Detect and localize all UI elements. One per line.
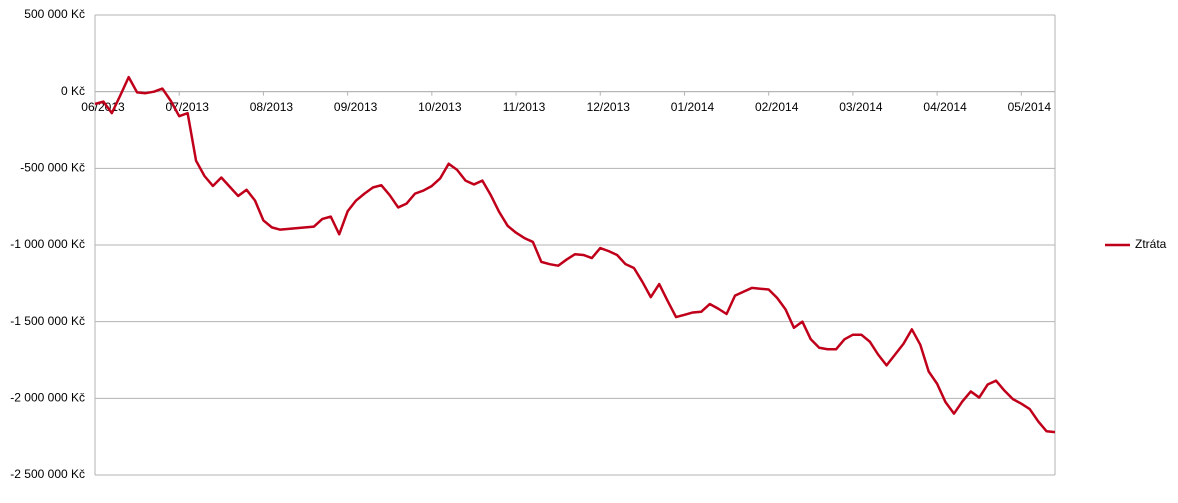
- x-tick-label: 04/2014: [923, 100, 967, 114]
- y-tick-label: -1 000 000 Kč: [10, 237, 85, 251]
- x-tick-label: 01/2014: [671, 100, 715, 114]
- y-tick-label: -500 000 Kč: [20, 161, 85, 175]
- data-line: [94, 75, 1056, 434]
- x-tick-label: 05/2014: [1008, 100, 1052, 114]
- y-tick-label: -2 000 000 Kč: [10, 391, 85, 405]
- y-tick-label: -2 500 000 Kč: [10, 467, 85, 481]
- x-tick-label: 02/2014: [755, 100, 799, 114]
- y-tick-label: 500 000 Kč: [24, 7, 85, 21]
- y-tick-label: -1 500 000 Kč: [10, 314, 85, 328]
- x-tick-label: 08/2013: [250, 100, 294, 114]
- x-tick-label: 09/2013: [334, 100, 378, 114]
- x-tick-label: 12/2013: [587, 100, 631, 114]
- x-tick-label: 11/2013: [503, 100, 546, 114]
- x-tick-label: 03/2014: [839, 100, 883, 114]
- x-tick-label: 10/2013: [418, 100, 462, 114]
- y-tick-label: 0 Kč: [61, 84, 85, 98]
- legend-label: Ztráta: [1135, 237, 1167, 251]
